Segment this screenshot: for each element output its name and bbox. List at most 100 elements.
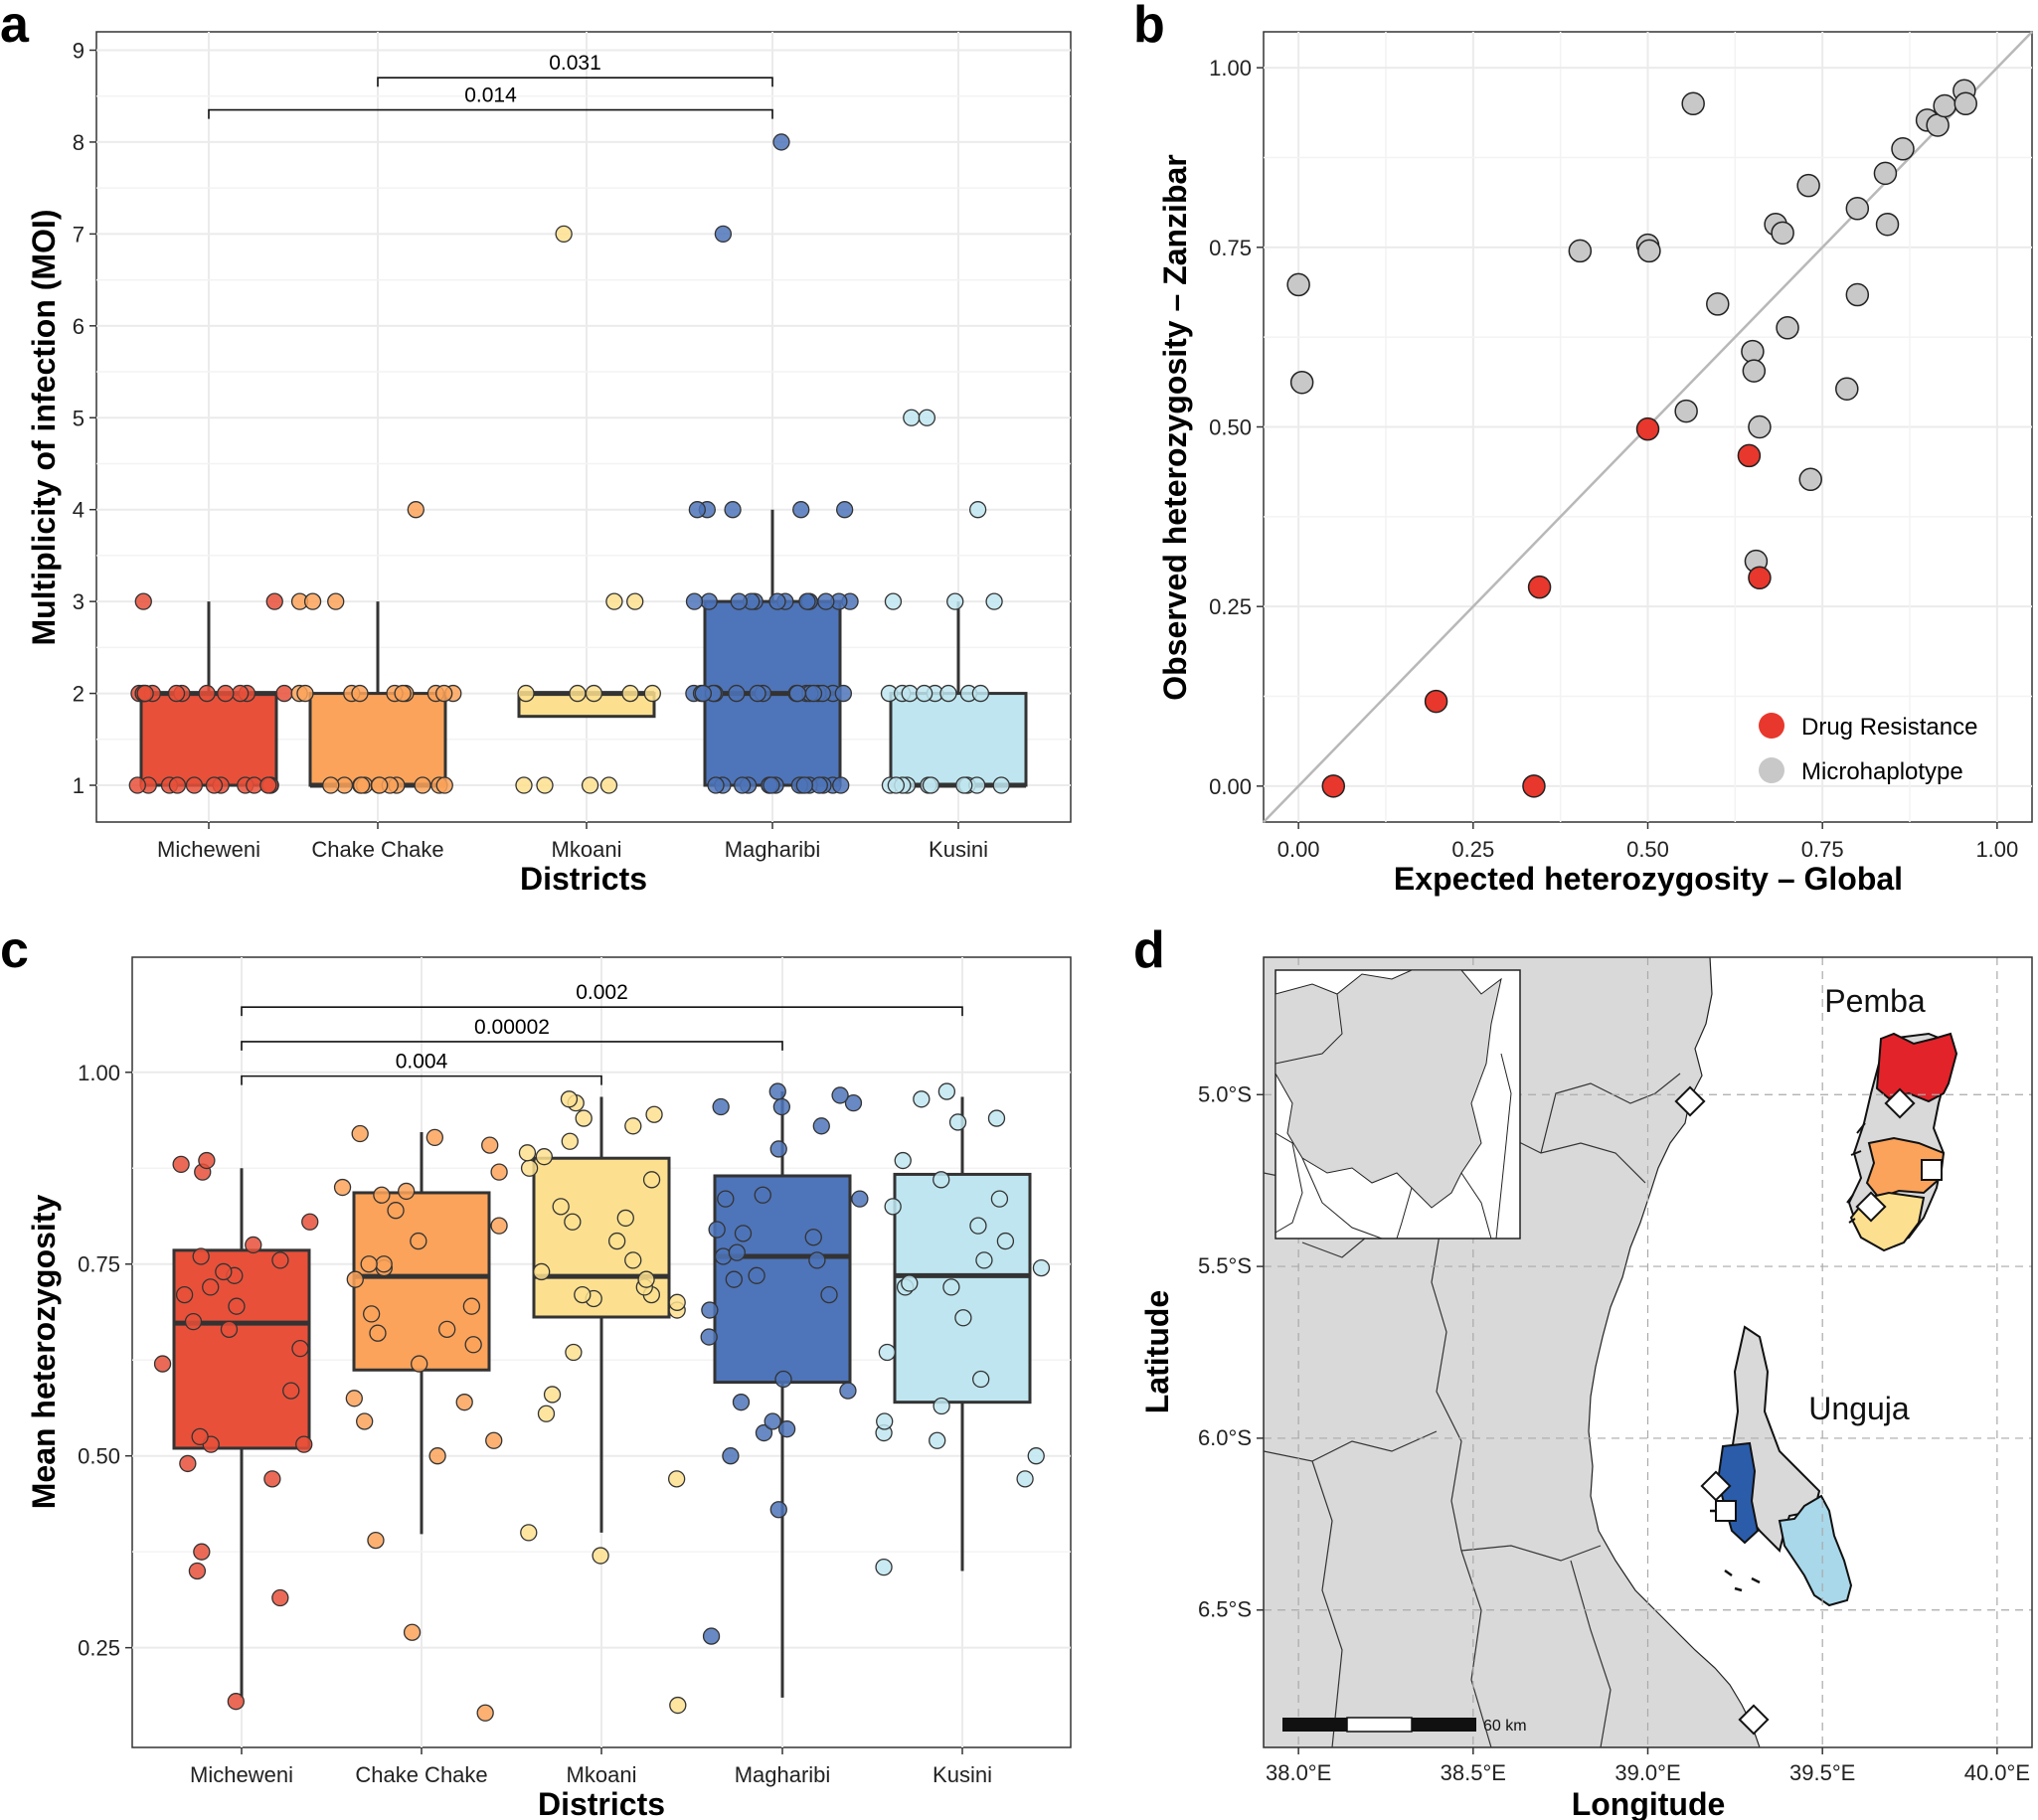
data-point (969, 1217, 987, 1235)
legend-microhaplotype-label: Microhaplotype (1801, 758, 1963, 785)
data-point (933, 1397, 950, 1415)
site-marker-square (1715, 1500, 1737, 1522)
data-point (812, 1117, 830, 1135)
data-point (375, 1255, 393, 1273)
site-marker-diamond (1884, 1087, 1916, 1119)
data-point (901, 1274, 919, 1292)
data-point (948, 1113, 967, 1131)
data-point (972, 1370, 990, 1389)
data-point (755, 1423, 773, 1442)
data-point (592, 1547, 609, 1565)
heterozygosity-scatter-panel: Drug Resistance Microhaplotype 0.000.250… (1157, 31, 2033, 897)
legend-microhaplotype-swatch (1759, 757, 1784, 783)
panel-letter-c: c (0, 921, 29, 979)
panel-c-points (153, 1082, 1051, 1722)
data-point (839, 1382, 857, 1400)
data-point (918, 409, 936, 426)
data-point (371, 776, 389, 794)
data-point (560, 1090, 579, 1108)
data-point (564, 1213, 582, 1231)
data-point (205, 776, 224, 794)
data-point (543, 1386, 562, 1404)
data-point (282, 1382, 300, 1400)
data-point (363, 1305, 381, 1323)
microhaplotype-point (1845, 282, 1870, 307)
data-point (193, 1543, 211, 1561)
data-point (722, 1447, 740, 1465)
data-point (585, 684, 603, 703)
unguja-islets (1710, 1509, 1761, 1592)
significance-bracket (241, 1075, 602, 1085)
data-point (425, 1128, 443, 1147)
data-point (581, 776, 599, 794)
x-tick-label: 0.75 (1801, 837, 1844, 862)
microhaplotype-point (1706, 292, 1730, 316)
drug-resistance-point (1527, 575, 1552, 599)
box-kusini (893, 1172, 1032, 1405)
data-point (724, 501, 742, 519)
data-point (435, 776, 453, 794)
data-point (394, 684, 412, 703)
y-tick-label: 5.0°S (1198, 1081, 1252, 1106)
panel-a-points (128, 133, 1010, 794)
data-point (954, 1309, 972, 1327)
data-point (410, 1232, 427, 1250)
y-tick-label: 0.50 (78, 1444, 120, 1469)
panel-b-points (1286, 79, 1977, 798)
y-tick-label: 0.25 (78, 1636, 120, 1661)
panel-letter-a: a (0, 0, 30, 54)
p-value-label: 0.031 (549, 52, 601, 75)
data-point (768, 1082, 786, 1100)
data-point (792, 501, 810, 519)
data-point (220, 1320, 239, 1338)
data-point (985, 592, 1003, 610)
data-point (922, 776, 940, 794)
data-point (387, 1202, 405, 1220)
data-point (669, 1696, 687, 1715)
data-point (804, 1229, 822, 1246)
drug-resistance-point (1424, 689, 1448, 714)
pemba-chake-chake-region (1865, 1136, 1946, 1200)
data-point (700, 1328, 718, 1346)
inset-borders (1274, 993, 1512, 1240)
data-point (175, 1285, 194, 1304)
data-point (464, 1336, 482, 1354)
data-point (352, 776, 371, 794)
microhaplotype-point (1933, 93, 1956, 118)
data-point (179, 1454, 197, 1473)
microhaplotype-point (1835, 377, 1859, 401)
data-point (732, 1394, 751, 1411)
data-point (167, 684, 186, 703)
data-point (275, 684, 293, 703)
data-point (555, 225, 573, 244)
data-point (301, 1213, 319, 1231)
data-point (851, 1190, 869, 1208)
site-marker-square (1921, 1159, 1943, 1181)
panel-c-y-axis-title: Mean heterozygosity (26, 1195, 62, 1510)
panel-c-x-tick-labels: Micheweni Chake Chake Mkoani Magharibi Kusin… (190, 1747, 992, 1787)
data-point (263, 1470, 281, 1488)
x-tick-label: Kusini (933, 1762, 992, 1787)
data-point (435, 684, 453, 703)
data-point (942, 1278, 960, 1296)
data-point (535, 1148, 553, 1166)
significance-bracket (241, 1041, 783, 1051)
site-marker-diamond (1700, 1470, 1732, 1502)
p-value-label: 0.004 (396, 1051, 448, 1074)
data-point (414, 776, 431, 794)
data-point (351, 1124, 369, 1143)
y-tick-label: 0.75 (78, 1252, 120, 1277)
zanzibar-map-panel: Pemba Unguja 60 km 5.0°S5.5°S6.0°S6.5°S … (1139, 956, 2033, 1820)
site-marker-diamond (1738, 1704, 1770, 1736)
data-point (637, 1270, 655, 1288)
x-tick-label: Magharibi (725, 837, 821, 862)
data-point (403, 1623, 422, 1641)
y-tick-label: 1.00 (78, 1061, 120, 1085)
x-tick-label: Magharibi (735, 1762, 831, 1787)
data-point (191, 1427, 209, 1446)
microhaplotype-point (1742, 359, 1767, 383)
data-point (345, 1390, 363, 1407)
x-tick-label: 39.0°E (1614, 1760, 1680, 1785)
y-tick-label: 0.75 (1209, 236, 1252, 260)
microhaplotype-point (1286, 272, 1310, 297)
